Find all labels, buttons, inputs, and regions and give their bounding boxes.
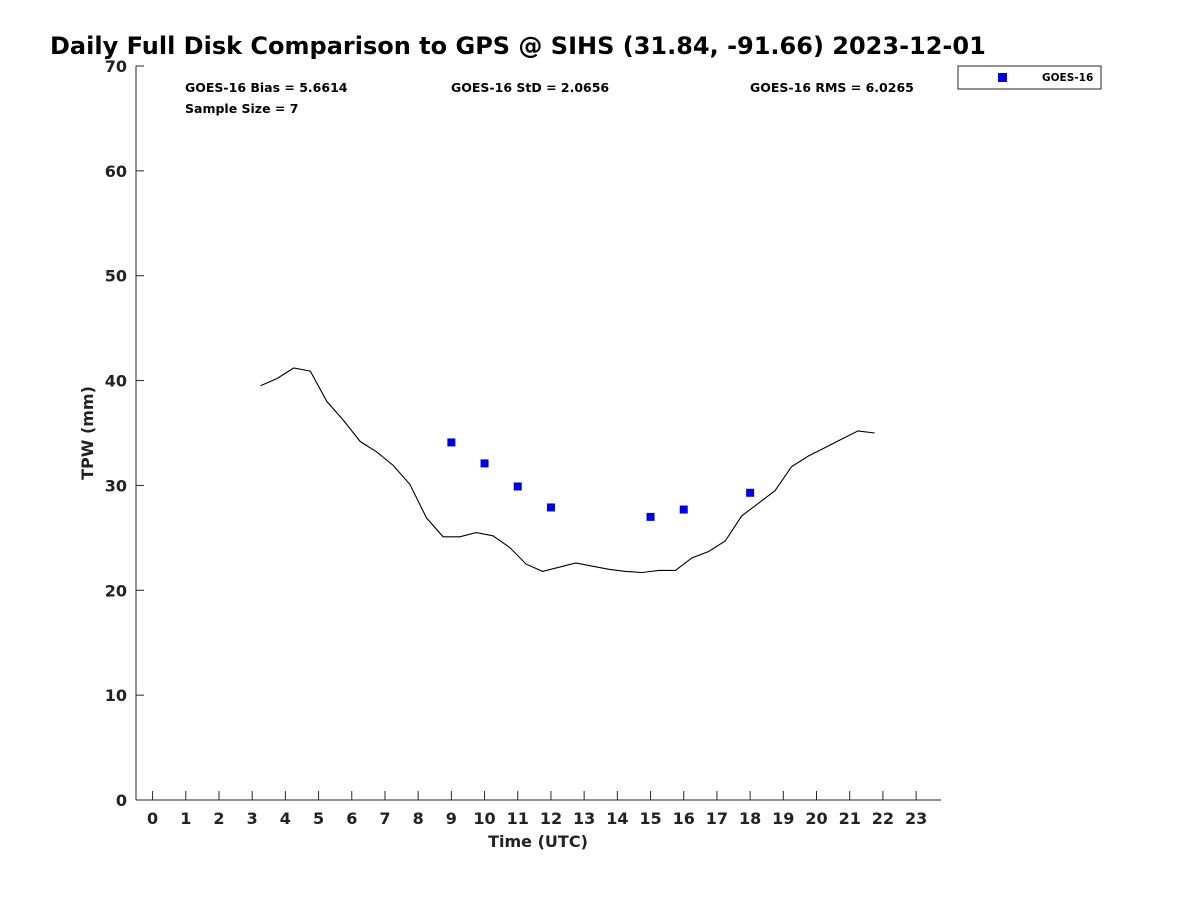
x-tick-label: 0 — [147, 809, 158, 828]
goes16-point — [546, 503, 555, 512]
x-tick-label: 20 — [805, 809, 827, 828]
x-tick-label: 5 — [313, 809, 324, 828]
goes16-point — [447, 438, 456, 447]
x-tick-label: 14 — [606, 809, 628, 828]
legend-box — [957, 65, 1102, 90]
x-axis-label: Time (UTC) — [488, 832, 588, 851]
stats-annotations: GOES-16 Bias = 5.6614 GOES-16 StD = 2.06… — [185, 80, 914, 116]
y-ticks: 0 10 20 30 40 50 60 70 — [105, 57, 144, 810]
legend: GOES-16 — [957, 65, 1102, 90]
x-tick-label: 21 — [839, 809, 861, 828]
std-stat: GOES-16 StD = 2.0656 — [451, 80, 609, 95]
goes16-point — [480, 459, 489, 468]
bias-stat: GOES-16 Bias = 5.6614 — [185, 80, 348, 95]
x-tick-label: 19 — [772, 809, 794, 828]
goes16-point — [679, 505, 688, 514]
x-tick-label: 18 — [739, 809, 761, 828]
x-tick-label: 7 — [379, 809, 390, 828]
x-tick-label: 4 — [280, 809, 291, 828]
y-tick-label: 40 — [105, 372, 127, 391]
y-tick-label: 70 — [105, 57, 127, 76]
legend-label-goes16: GOES-16 — [1042, 72, 1093, 84]
x-tick-label: 10 — [473, 809, 495, 828]
x-tick-label: 1 — [180, 809, 191, 828]
x-ticks: 0 1 2 3 4 5 6 7 8 9 10 11 12 13 14 15 16 17 18 19 20 21 22 23 — [147, 791, 927, 828]
chart-title: Daily Full Disk Comparison to GPS @ SIHS… — [50, 32, 986, 60]
plot-area — [260, 367, 875, 574]
y-tick-label: 0 — [116, 791, 127, 810]
x-tick-label: 2 — [213, 809, 224, 828]
x-tick-label: 11 — [507, 809, 529, 828]
x-tick-label: 6 — [346, 809, 357, 828]
axes — [135, 66, 941, 801]
x-tick-label: 22 — [872, 809, 894, 828]
x-tick-label: 8 — [413, 809, 424, 828]
x-tick-label: 16 — [673, 809, 695, 828]
goes16-point — [646, 512, 655, 521]
y-tick-label: 60 — [105, 162, 127, 181]
x-tick-label: 17 — [706, 809, 728, 828]
x-tick-label: 12 — [540, 809, 562, 828]
y-axis-label: TPW (mm) — [78, 386, 97, 480]
y-tick-label: 50 — [105, 267, 127, 286]
y-tick-label: 10 — [105, 686, 127, 705]
gps-tpw-line — [260, 367, 875, 574]
goes16-point — [746, 488, 755, 497]
x-tick-label: 3 — [247, 809, 258, 828]
goes16-point — [513, 482, 522, 491]
sample-size-stat: Sample Size = 7 — [185, 101, 298, 116]
x-tick-label: 13 — [573, 809, 595, 828]
x-tick-label: 9 — [446, 809, 457, 828]
legend-marker-goes16 — [998, 73, 1007, 82]
rms-stat: GOES-16 RMS = 6.0265 — [750, 80, 914, 95]
x-tick-label: 23 — [905, 809, 927, 828]
y-tick-label: 30 — [105, 476, 127, 495]
y-tick-label: 20 — [105, 581, 127, 600]
x-tick-label: 15 — [639, 809, 661, 828]
